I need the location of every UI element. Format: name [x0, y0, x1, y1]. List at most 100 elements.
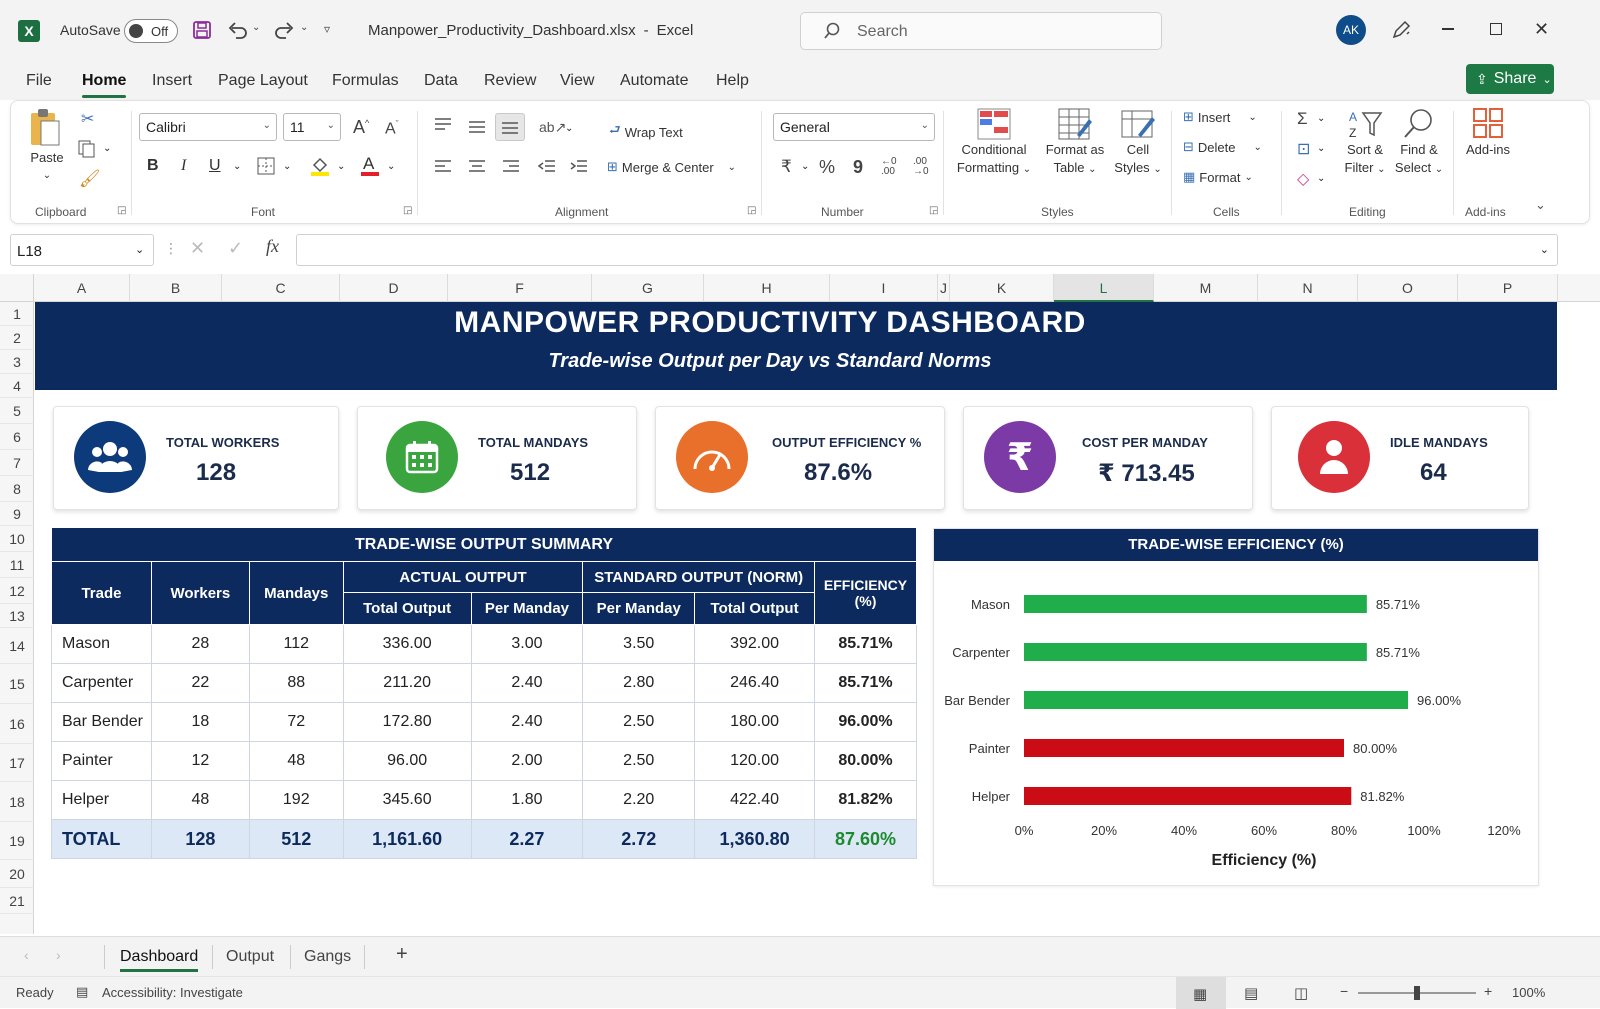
- insert-function-button[interactable]: fx: [266, 236, 279, 256]
- fill-color-icon[interactable]: [309, 155, 331, 177]
- align-center-icon[interactable]: [467, 159, 487, 175]
- accessibility-status[interactable]: Accessibility: Investigate: [102, 985, 243, 1000]
- zoom-level[interactable]: 100%: [1512, 985, 1546, 1000]
- pen-icon[interactable]: [1390, 19, 1412, 41]
- underline-dropdown-icon[interactable]: ⌄: [233, 161, 242, 172]
- cut-icon[interactable]: ✂: [81, 111, 95, 128]
- redo-dropdown-icon[interactable]: ⌄: [300, 22, 309, 33]
- collapse-ribbon-icon[interactable]: ⌄: [1535, 197, 1546, 212]
- clear-icon[interactable]: ◇: [1297, 171, 1310, 188]
- orientation-dropdown-icon[interactable]: ⌄: [565, 123, 574, 134]
- align-left-icon[interactable]: [433, 159, 453, 175]
- orientation-icon[interactable]: ab↗: [539, 119, 567, 135]
- enter-icon[interactable]: ✓: [228, 238, 244, 258]
- font-name-combo[interactable]: Calibri ⌄: [139, 113, 277, 141]
- tab-file[interactable]: File: [26, 72, 52, 89]
- font-color-icon[interactable]: A: [359, 153, 381, 177]
- column-header-a[interactable]: A: [34, 274, 130, 302]
- merge-center-button[interactable]: ⊞ Merge & Center ⌄: [607, 159, 736, 175]
- tab-review[interactable]: Review: [484, 72, 537, 89]
- zoom-slider-thumb[interactable]: [1414, 986, 1420, 1000]
- accessibility-icon[interactable]: ▤: [76, 984, 89, 999]
- search-box[interactable]: Search: [800, 12, 1162, 50]
- tab-page-layout[interactable]: Page Layout: [218, 72, 308, 89]
- cancel-icon[interactable]: ✕: [190, 238, 206, 258]
- zoom-out-icon[interactable]: −: [1340, 983, 1349, 999]
- row-header-5[interactable]: 5: [0, 398, 34, 424]
- row-header-19[interactable]: 19: [0, 822, 34, 860]
- normal-view-button[interactable]: ▦: [1176, 977, 1226, 1009]
- fill-icon[interactable]: ⊡: [1297, 141, 1311, 158]
- row-header-4[interactable]: 4: [0, 374, 34, 398]
- tab-formulas[interactable]: Formulas: [332, 72, 399, 89]
- font-size-combo[interactable]: 11 ⌄: [283, 113, 341, 141]
- row-header-18[interactable]: 18: [0, 782, 34, 822]
- currency-dropdown-icon[interactable]: ⌄: [801, 161, 810, 172]
- increase-indent-icon[interactable]: [569, 159, 589, 175]
- maximize-icon[interactable]: [1490, 23, 1502, 35]
- sheet-tab-output[interactable]: Output: [214, 937, 286, 977]
- column-header-o[interactable]: O: [1358, 274, 1458, 302]
- page-break-view-icon[interactable]: ◫: [1294, 985, 1309, 1002]
- tab-view[interactable]: View: [560, 72, 595, 89]
- select-all-corner[interactable]: [0, 274, 34, 302]
- format-painter-icon[interactable]: 🖌: [79, 169, 101, 188]
- tab-data[interactable]: Data: [424, 72, 458, 89]
- row-header-16[interactable]: 16: [0, 704, 34, 744]
- worksheet[interactable]: MANPOWER PRODUCTIVITY DASHBOARD Trade-wi…: [35, 302, 1600, 934]
- row-header-21[interactable]: 21: [0, 888, 34, 914]
- minimize-icon[interactable]: [1442, 28, 1454, 30]
- add-ins-button[interactable]: Add-ins: [1461, 107, 1515, 159]
- row-header-2[interactable]: 2: [0, 326, 34, 350]
- row-header-8[interactable]: 8: [0, 476, 34, 502]
- number-format-combo[interactable]: General ⌄: [773, 113, 935, 141]
- undo-icon[interactable]: [226, 19, 250, 41]
- fill-dropdown-icon[interactable]: ⌄: [1317, 143, 1326, 154]
- align-bottom-icon[interactable]: [495, 113, 525, 141]
- row-header-13[interactable]: 13: [0, 604, 34, 628]
- save-icon[interactable]: [192, 20, 212, 40]
- autosave-toggle[interactable]: Off: [124, 19, 178, 43]
- row-header-20[interactable]: 20: [0, 860, 34, 888]
- column-header-d[interactable]: D: [340, 274, 448, 302]
- column-header-b[interactable]: B: [130, 274, 222, 302]
- efficiency-chart[interactable]: TRADE-WISE EFFICIENCY (%) Mason 85.71% Car…: [933, 528, 1539, 886]
- find-select-button[interactable]: Find & Select ⌄: [1393, 107, 1445, 179]
- decrease-indent-icon[interactable]: [537, 159, 557, 175]
- row-header-6[interactable]: 6: [0, 424, 34, 450]
- undo-dropdown-icon[interactable]: ⌄: [252, 22, 261, 33]
- align-top-icon[interactable]: [433, 117, 453, 133]
- autosum-icon[interactable]: Σ: [1297, 109, 1308, 128]
- percent-button[interactable]: %: [819, 157, 836, 177]
- comma-button[interactable]: 9: [853, 157, 864, 177]
- grow-font-button[interactable]: A^: [353, 117, 370, 137]
- column-header-k[interactable]: K: [950, 274, 1054, 302]
- italic-button[interactable]: I: [181, 157, 187, 174]
- align-right-icon[interactable]: [501, 159, 521, 175]
- row-header-11[interactable]: 11: [0, 552, 34, 578]
- column-header-c[interactable]: C: [222, 274, 340, 302]
- column-header-p[interactable]: P: [1458, 274, 1558, 302]
- clear-dropdown-icon[interactable]: ⌄: [1317, 173, 1326, 184]
- tab-insert[interactable]: Insert: [152, 72, 193, 89]
- customize-toolbar-icon[interactable]: ▿: [324, 22, 331, 36]
- dialog-launcher-icon[interactable]: ◲: [929, 205, 939, 216]
- row-header-10[interactable]: 10: [0, 526, 34, 552]
- row-header-3[interactable]: 3: [0, 350, 34, 374]
- delete-cells-button[interactable]: ⊟ Delete ⌄: [1183, 139, 1262, 155]
- cell-styles-button[interactable]: Cell Styles ⌄: [1111, 107, 1165, 179]
- column-header-i[interactable]: I: [830, 274, 938, 302]
- page-layout-view-icon[interactable]: ▤: [1244, 985, 1259, 1002]
- currency-button[interactable]: ₹: [781, 157, 792, 176]
- borders-icon[interactable]: [257, 157, 275, 175]
- insert-cells-button[interactable]: ⊞ Insert ⌄: [1183, 109, 1257, 125]
- column-header-m[interactable]: M: [1154, 274, 1258, 302]
- row-header-12[interactable]: 12: [0, 578, 34, 604]
- row-header-15[interactable]: 15: [0, 664, 34, 704]
- conditional-formatting-button[interactable]: Conditional Formatting ⌄: [951, 107, 1037, 179]
- dialog-launcher-icon[interactable]: ◲: [747, 205, 757, 216]
- underline-button[interactable]: U: [209, 157, 221, 174]
- row-header-9[interactable]: 9: [0, 502, 34, 526]
- column-header-n[interactable]: N: [1258, 274, 1358, 302]
